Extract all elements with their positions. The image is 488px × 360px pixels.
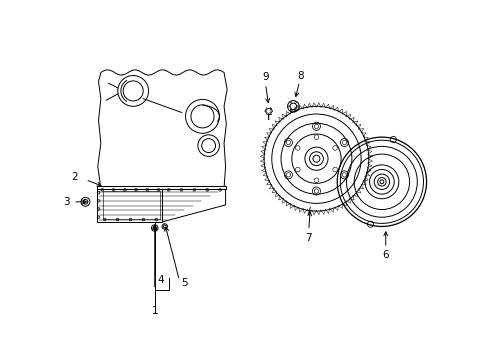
Text: 6: 6: [382, 250, 388, 260]
Polygon shape: [97, 189, 162, 222]
Text: 5: 5: [181, 278, 187, 288]
Polygon shape: [97, 186, 225, 189]
Polygon shape: [98, 70, 226, 188]
Text: 7: 7: [305, 233, 311, 243]
Text: 1: 1: [151, 306, 158, 316]
Text: 2: 2: [71, 172, 78, 182]
Text: 4: 4: [157, 275, 164, 285]
Polygon shape: [162, 189, 225, 222]
Text: 8: 8: [297, 71, 304, 81]
Text: 3: 3: [63, 197, 70, 207]
Text: 9: 9: [262, 72, 268, 82]
